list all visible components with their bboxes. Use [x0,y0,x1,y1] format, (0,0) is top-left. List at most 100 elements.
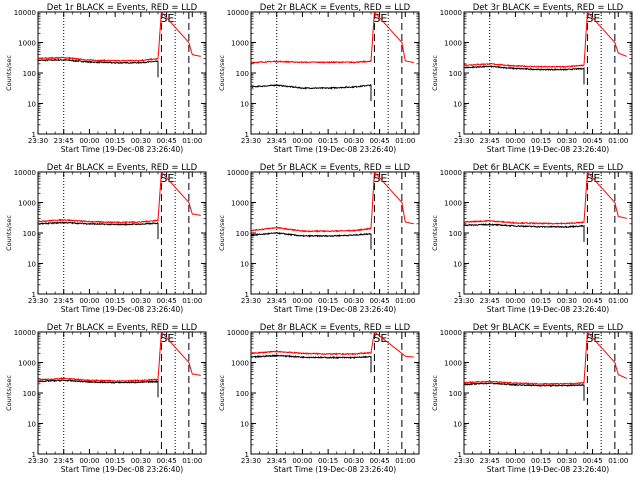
x-tick-label: 23:30 [241,137,261,145]
x-tick-label: 00:45 [369,137,389,145]
x-tick-label: 23:30 [241,457,261,465]
y-tick-label: 100 [236,230,249,238]
x-tick-label: 01:00 [395,297,415,305]
panel-title: Det 3r BLACK = Events, RED = LLD [473,3,624,13]
panel-title: Det 6r BLACK = Events, RED = LLD [473,163,624,173]
x-tick-label: 00:15 [105,297,125,305]
series-line-lld [37,170,201,224]
x-tick-label: 00:15 [318,297,338,305]
x-tick-label: 23:30 [454,457,474,465]
series-line-events [463,381,585,401]
x-tick-label: 23:45 [267,457,287,465]
y-tick-label: 10 [240,101,249,109]
y-tick-label: 1 [458,451,462,459]
y-tick-label: 10 [453,261,462,269]
series-line-lld [463,170,627,226]
y-tick-label: 10000 [440,169,462,177]
panel-det-2: Det 2r BLACK = Events, RED = LLD 1 10 100 10… [218,3,420,154]
panel-title: Det 8r BLACK = Events, RED = LLD [260,323,411,333]
x-axis-label: Start Time (19-Dec-08 23:26:40) [61,145,183,154]
x-tick-label: 00:15 [105,137,125,145]
y-tick-label: 100 [236,70,249,78]
y-axis-label: Counts/sec [431,375,439,411]
y-axis-label: Counts/sec [5,55,13,91]
y-tick-label: 10000 [14,9,36,17]
panel-det-9: Det 9r BLACK = Events, RED = LLD 1 10 100 10… [431,323,633,474]
x-tick-label: 23:45 [480,457,500,465]
y-tick-label: 1000 [18,200,36,208]
x-tick-label: 00:00 [505,137,525,145]
x-tick-label: 00:45 [582,137,602,145]
x-tick-label: 00:15 [531,457,551,465]
panel-det-8: Det 8r BLACK = Events, RED = LLD 1 10 100 10… [218,323,420,474]
x-tick-label: 01:00 [182,457,202,465]
y-tick-label: 1000 [444,360,462,368]
plot-frame [463,171,633,295]
x-tick-label: 23:30 [241,297,261,305]
series-line-lld [250,170,414,233]
x-tick-label: 00:15 [105,457,125,465]
series-line-events [37,379,159,398]
x-tick-label: 00:15 [531,297,551,305]
y-tick-label: 10 [27,261,36,269]
x-axis-label: Start Time (19-Dec-08 23:26:40) [487,465,609,474]
x-tick-label: 00:00 [79,137,99,145]
y-tick-label: 1000 [231,200,249,208]
x-tick-label: 00:30 [344,457,364,465]
y-tick-label: 100 [23,390,36,398]
y-tick-label: 1 [245,291,249,299]
x-tick-label: 23:30 [454,137,474,145]
y-tick-label: 10000 [440,329,462,337]
x-tick-label: 00:00 [292,137,312,145]
x-tick-label: 00:45 [582,297,602,305]
x-tick-label: 00:00 [79,297,99,305]
y-axis-label: Counts/sec [5,215,13,251]
y-tick-label: 10000 [440,9,462,17]
series-line-lld [463,10,628,69]
y-tick-label: 10 [453,101,462,109]
x-tick-label: 23:30 [28,137,48,145]
x-axis-label: Start Time (19-Dec-08 23:26:40) [274,305,396,314]
eclipse-annotation: SE [373,332,387,345]
x-tick-label: 00:45 [156,297,176,305]
panel-title: Det 2r BLACK = Events, RED = LLD [260,3,411,13]
y-axis-label: Counts/sec [5,375,13,411]
x-tick-label: 00:45 [156,137,176,145]
y-tick-label: 100 [449,70,462,78]
plot-frame [463,331,633,455]
x-tick-label: 00:30 [344,297,364,305]
series-line-events [250,83,372,102]
y-axis-label: Counts/sec [431,55,439,91]
series-line-lld [250,10,414,64]
x-tick-label: 00:45 [369,297,389,305]
y-tick-label: 1000 [231,360,249,368]
y-tick-label: 1 [245,451,249,459]
y-tick-label: 100 [23,230,36,238]
y-tick-label: 1000 [18,40,36,48]
series-line-lld [37,330,201,383]
plot-frame [250,331,420,455]
panel-det-4: Det 4r BLACK = Events, RED = LLD 1 10 100 10… [5,163,207,314]
x-tick-label: 00:15 [531,137,551,145]
series-line-lld [250,331,414,358]
x-tick-label: 00:15 [318,137,338,145]
y-tick-label: 10000 [14,329,36,337]
y-axis-label: Counts/sec [218,55,226,91]
x-tick-label: 23:45 [54,137,74,145]
x-tick-label: 00:00 [292,457,312,465]
y-tick-label: 100 [449,230,462,238]
x-tick-label: 00:30 [557,297,577,305]
plot-frame [463,11,633,135]
plot-frame [250,11,420,135]
x-tick-label: 00:30 [131,457,151,465]
x-tick-label: 01:00 [608,137,628,145]
y-tick-label: 1 [245,131,249,139]
y-tick-label: 10000 [227,329,249,337]
y-tick-label: 100 [449,390,462,398]
x-tick-label: 01:00 [395,137,415,145]
panel-det-3: Det 3r BLACK = Events, RED = LLD 1 10 100 10… [431,3,633,154]
y-tick-label: 10000 [227,9,249,17]
x-tick-label: 01:00 [182,297,202,305]
y-tick-label: 10 [240,421,249,429]
